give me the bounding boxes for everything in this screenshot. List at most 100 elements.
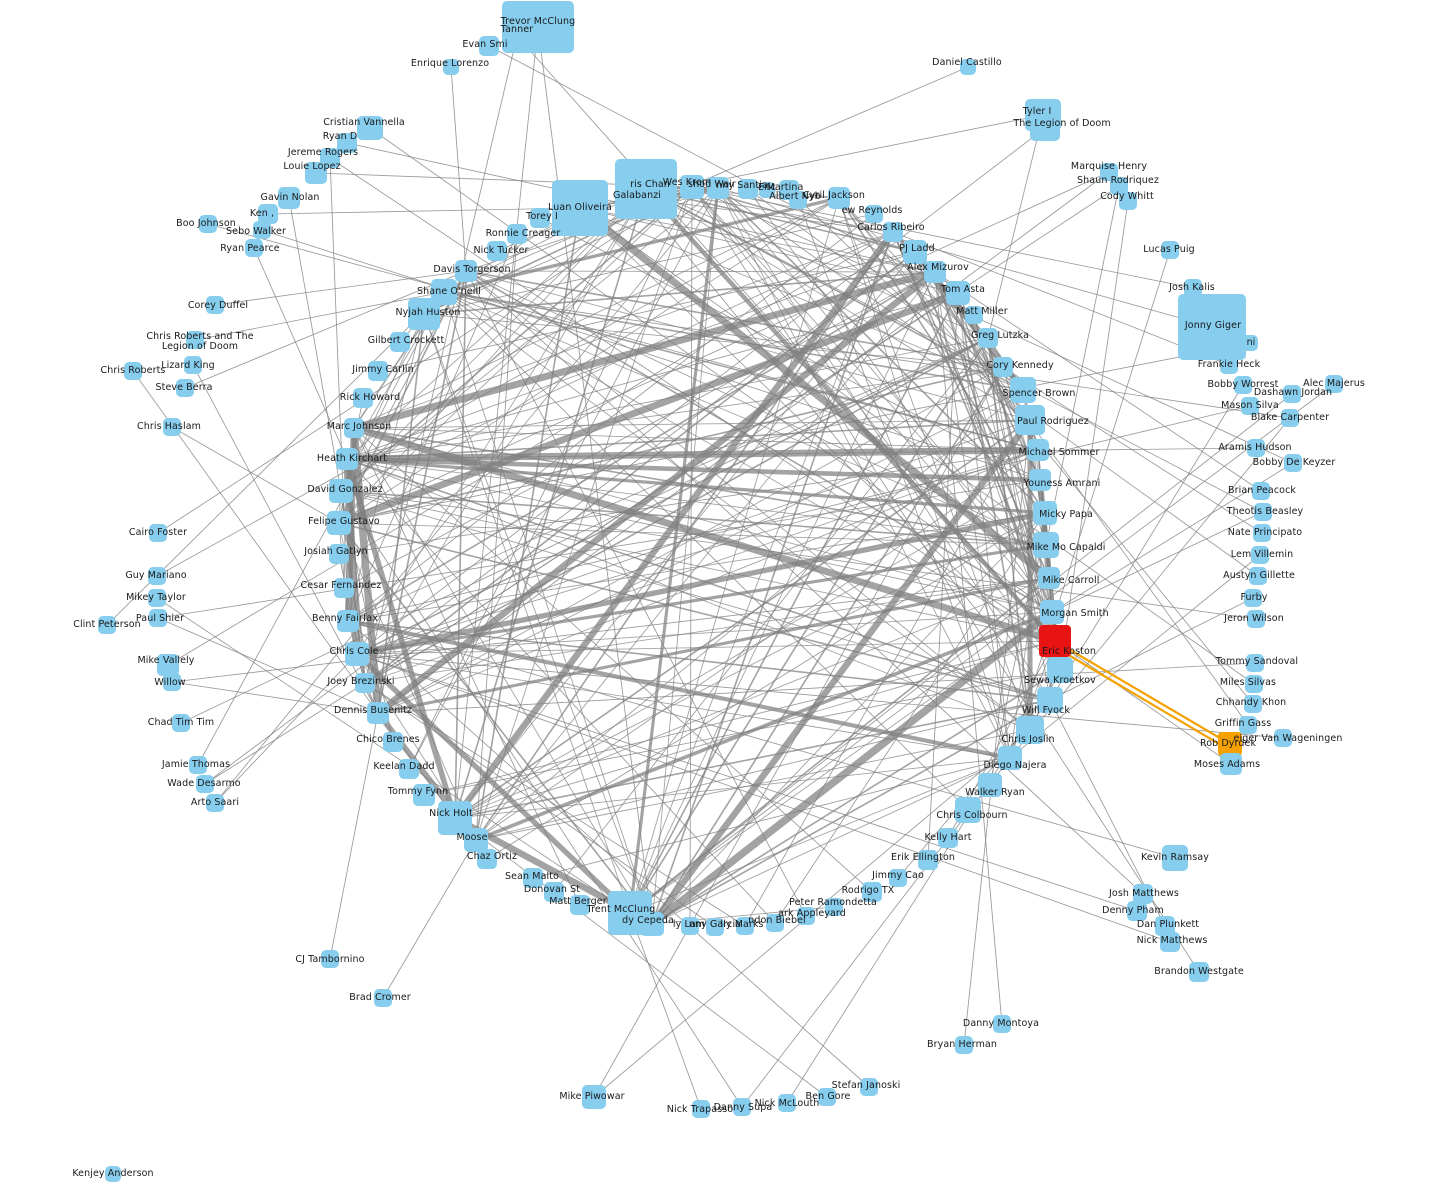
graph-node-marc-johnson[interactable]: [344, 418, 364, 438]
graph-node-aramis-hudson[interactable]: [1247, 439, 1265, 457]
graph-node-legion-of-doom[interactable]: [1030, 115, 1060, 141]
graph-node-chris-haslam[interactable]: [163, 418, 181, 436]
graph-node-eric-1[interactable]: [759, 182, 775, 198]
graph-node-mike-vallely[interactable]: [157, 654, 179, 676]
graph-node-ly-lam[interactable]: [681, 917, 699, 935]
graph-node-kelly-hart[interactable]: [938, 828, 958, 848]
graph-node-michael-sommer[interactable]: [1027, 439, 1049, 461]
graph-node-chris-cole[interactable]: [345, 642, 369, 666]
graph-node-furby[interactable]: [1244, 589, 1262, 607]
graph-node-moses-adams[interactable]: [1220, 753, 1242, 775]
graph-node-clint-peterson[interactable]: [98, 616, 116, 634]
graph-node-youness-amrani[interactable]: [1029, 469, 1051, 491]
graph-node-evan-smith[interactable]: [479, 36, 499, 56]
graph-node-mike-piwowar[interactable]: [582, 1085, 606, 1109]
graph-node-griffin-gass[interactable]: [1239, 716, 1257, 734]
graph-node-joey-brezinski[interactable]: [355, 673, 375, 693]
graph-node-sewa-kroetkov[interactable]: [1047, 657, 1073, 683]
graph-node-nick-matthews[interactable]: [1160, 932, 1180, 952]
graph-node-luan-oliveira[interactable]: [552, 180, 608, 236]
graph-node-rick-howard[interactable]: [353, 388, 373, 408]
graph-node-ken[interactable]: [258, 204, 278, 224]
graph-node-greg-lutzka[interactable]: [978, 328, 998, 348]
graph-node-enrique-lorenzo[interactable]: [443, 59, 459, 75]
graph-node-ishod-wair[interactable]: [707, 177, 729, 199]
graph-node-gilbert-crockett[interactable]: [390, 332, 410, 352]
graph-node-jonny-giger[interactable]: [1178, 294, 1246, 360]
graph-node-cj-tambornino[interactable]: [321, 950, 339, 968]
graph-node-walker-ryan[interactable]: [978, 773, 1002, 797]
graph-node-paul-shier[interactable]: [149, 609, 167, 627]
graph-node-brian-peacock[interactable]: [1252, 482, 1270, 500]
graph-node-miles-silvas[interactable]: [1245, 675, 1263, 693]
graph-node-chaz-ortiz[interactable]: [477, 849, 497, 869]
graph-node-morgan-smith[interactable]: [1040, 600, 1064, 624]
graph-node-arto-saari[interactable]: [206, 794, 224, 812]
graph-node-mike-carroll[interactable]: [1038, 567, 1060, 589]
graph-node-bobby-de-keyzer[interactable]: [1284, 454, 1302, 472]
graph-node-trent-mcclung[interactable]: [608, 891, 652, 935]
graph-node-mark-appleyard[interactable]: [797, 907, 815, 925]
graph-node-donovan-st[interactable]: [544, 882, 564, 902]
graph-node-austyn-gillette[interactable]: [1249, 567, 1267, 585]
graph-node-willow[interactable]: [163, 673, 181, 691]
graph-node-nick-trapasso[interactable]: [692, 1100, 710, 1118]
graph-node-brandon-westgate[interactable]: [1189, 962, 1209, 982]
graph-node-ben-gore[interactable]: [818, 1088, 836, 1106]
graph-node-nate-principato[interactable]: [1253, 524, 1271, 542]
graph-node-drew-reynolds[interactable]: [865, 205, 883, 223]
graph-node-cristian-vannella[interactable]: [357, 116, 383, 140]
graph-node-danny-garcia[interactable]: [706, 918, 724, 936]
graph-node-rob-dyrdek[interactable]: [1218, 732, 1242, 756]
graph-node-matt-miller[interactable]: [965, 306, 983, 324]
graph-node-cory-kennedy[interactable]: [993, 357, 1013, 377]
graph-node-pj-ladd[interactable]: [903, 240, 927, 264]
graph-node-ryan-pearce[interactable]: [245, 239, 263, 257]
graph-node-corey-duffel[interactable]: [206, 296, 224, 314]
graph-node-guy-mariano[interactable]: [148, 567, 166, 585]
graph-node-denny-pham[interactable]: [1127, 901, 1147, 921]
graph-node-cyril-jackson[interactable]: [828, 187, 850, 209]
graph-node-wes-kremer[interactable]: [680, 175, 704, 199]
graph-node-chris-roberts[interactable]: [124, 362, 142, 380]
graph-node-matt-berger[interactable]: [570, 895, 590, 915]
graph-node-josh-matthews[interactable]: [1133, 884, 1153, 904]
graph-node-sean-malto[interactable]: [523, 868, 543, 888]
graph-node-nick-holt[interactable]: [438, 801, 472, 835]
graph-node-felipe-gustavo[interactable]: [327, 511, 351, 535]
graph-node-paul-rodriguez[interactable]: [1015, 405, 1045, 435]
graph-node-daniel-castillo[interactable]: [960, 59, 976, 75]
graph-node-cesar-fernandez[interactable]: [334, 578, 354, 598]
graph-node-jeron-wilson[interactable]: [1247, 610, 1265, 628]
graph-node-josiah-gatlyn[interactable]: [329, 544, 349, 564]
graph-node-ronnie-creager[interactable]: [507, 224, 527, 244]
graph-node-nick-mclouth[interactable]: [778, 1094, 796, 1112]
graph-node-brandon-biebel[interactable]: [766, 914, 784, 932]
graph-node-alec-majerus[interactable]: [1325, 375, 1343, 393]
graph-node-jamie-thomas[interactable]: [189, 756, 207, 774]
graph-node-ryan-d[interactable]: [337, 133, 357, 153]
graph-node-chad-tim-tim[interactable]: [172, 714, 190, 732]
graph-node-bryan-herman[interactable]: [955, 1036, 973, 1054]
graph-node-mason-silva[interactable]: [1241, 397, 1259, 415]
graph-node-will-fyock[interactable]: [1037, 687, 1063, 713]
graph-node-spencer-brown[interactable]: [1010, 377, 1036, 403]
graph-node-lizard-king[interactable]: [184, 356, 202, 374]
graph-node-boo-johnson[interactable]: [199, 215, 217, 233]
graph-node-rodrigo-tx[interactable]: [862, 882, 882, 902]
graph-node-kenjey-anderson[interactable]: [105, 1166, 121, 1182]
graph-node-cody-whitt[interactable]: [1119, 192, 1137, 210]
graph-node-lucas-puig[interactable]: [1161, 241, 1179, 259]
graph-node-stefan-janoski[interactable]: [860, 1078, 878, 1096]
graph-node-david-gonzalez[interactable]: [329, 479, 353, 503]
graph-node-chris-colbourn[interactable]: [955, 797, 981, 823]
graph-node-kevin-ramsay[interactable]: [1162, 845, 1188, 871]
graph-node-heath-kirchart[interactable]: [336, 448, 358, 470]
graph-node-marquise-henry[interactable]: [1100, 163, 1118, 181]
graph-node-benny-fairfax[interactable]: [337, 610, 359, 632]
graph-node-alex-mizurov[interactable]: [924, 261, 946, 283]
graph-node-jimmy-carlin[interactable]: [368, 361, 388, 381]
graph-node-tommy-sandoval[interactable]: [1246, 654, 1264, 672]
graph-node-galabanzi[interactable]: [623, 183, 657, 213]
graph-node-bobby-worrest[interactable]: [1234, 376, 1252, 394]
